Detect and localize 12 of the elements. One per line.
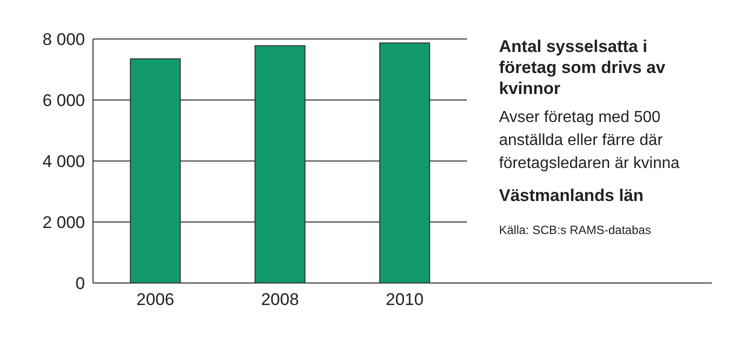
y-tick-label: 6 000 (42, 90, 85, 110)
text: Avser företag med 500 anställda eller färre där företagsledaren är kvinna (499, 109, 680, 172)
text: Källa: SCB:s RAMS-databas (499, 223, 652, 237)
y-tick-label: 2 000 (42, 212, 85, 232)
y-tick-label: 4 000 (42, 152, 85, 171)
text: Antal sysselsatta i företag som drivs av kvinnor (499, 37, 666, 98)
y-tick-label: 0 (76, 274, 85, 293)
x-tick-label: 2008 (261, 290, 299, 309)
text: Västmanlands län (499, 186, 644, 205)
x-tick-label: 2006 (136, 290, 174, 309)
y-tick-label: 8 000 (42, 30, 85, 49)
x-tick-label: 2010 (386, 290, 424, 309)
